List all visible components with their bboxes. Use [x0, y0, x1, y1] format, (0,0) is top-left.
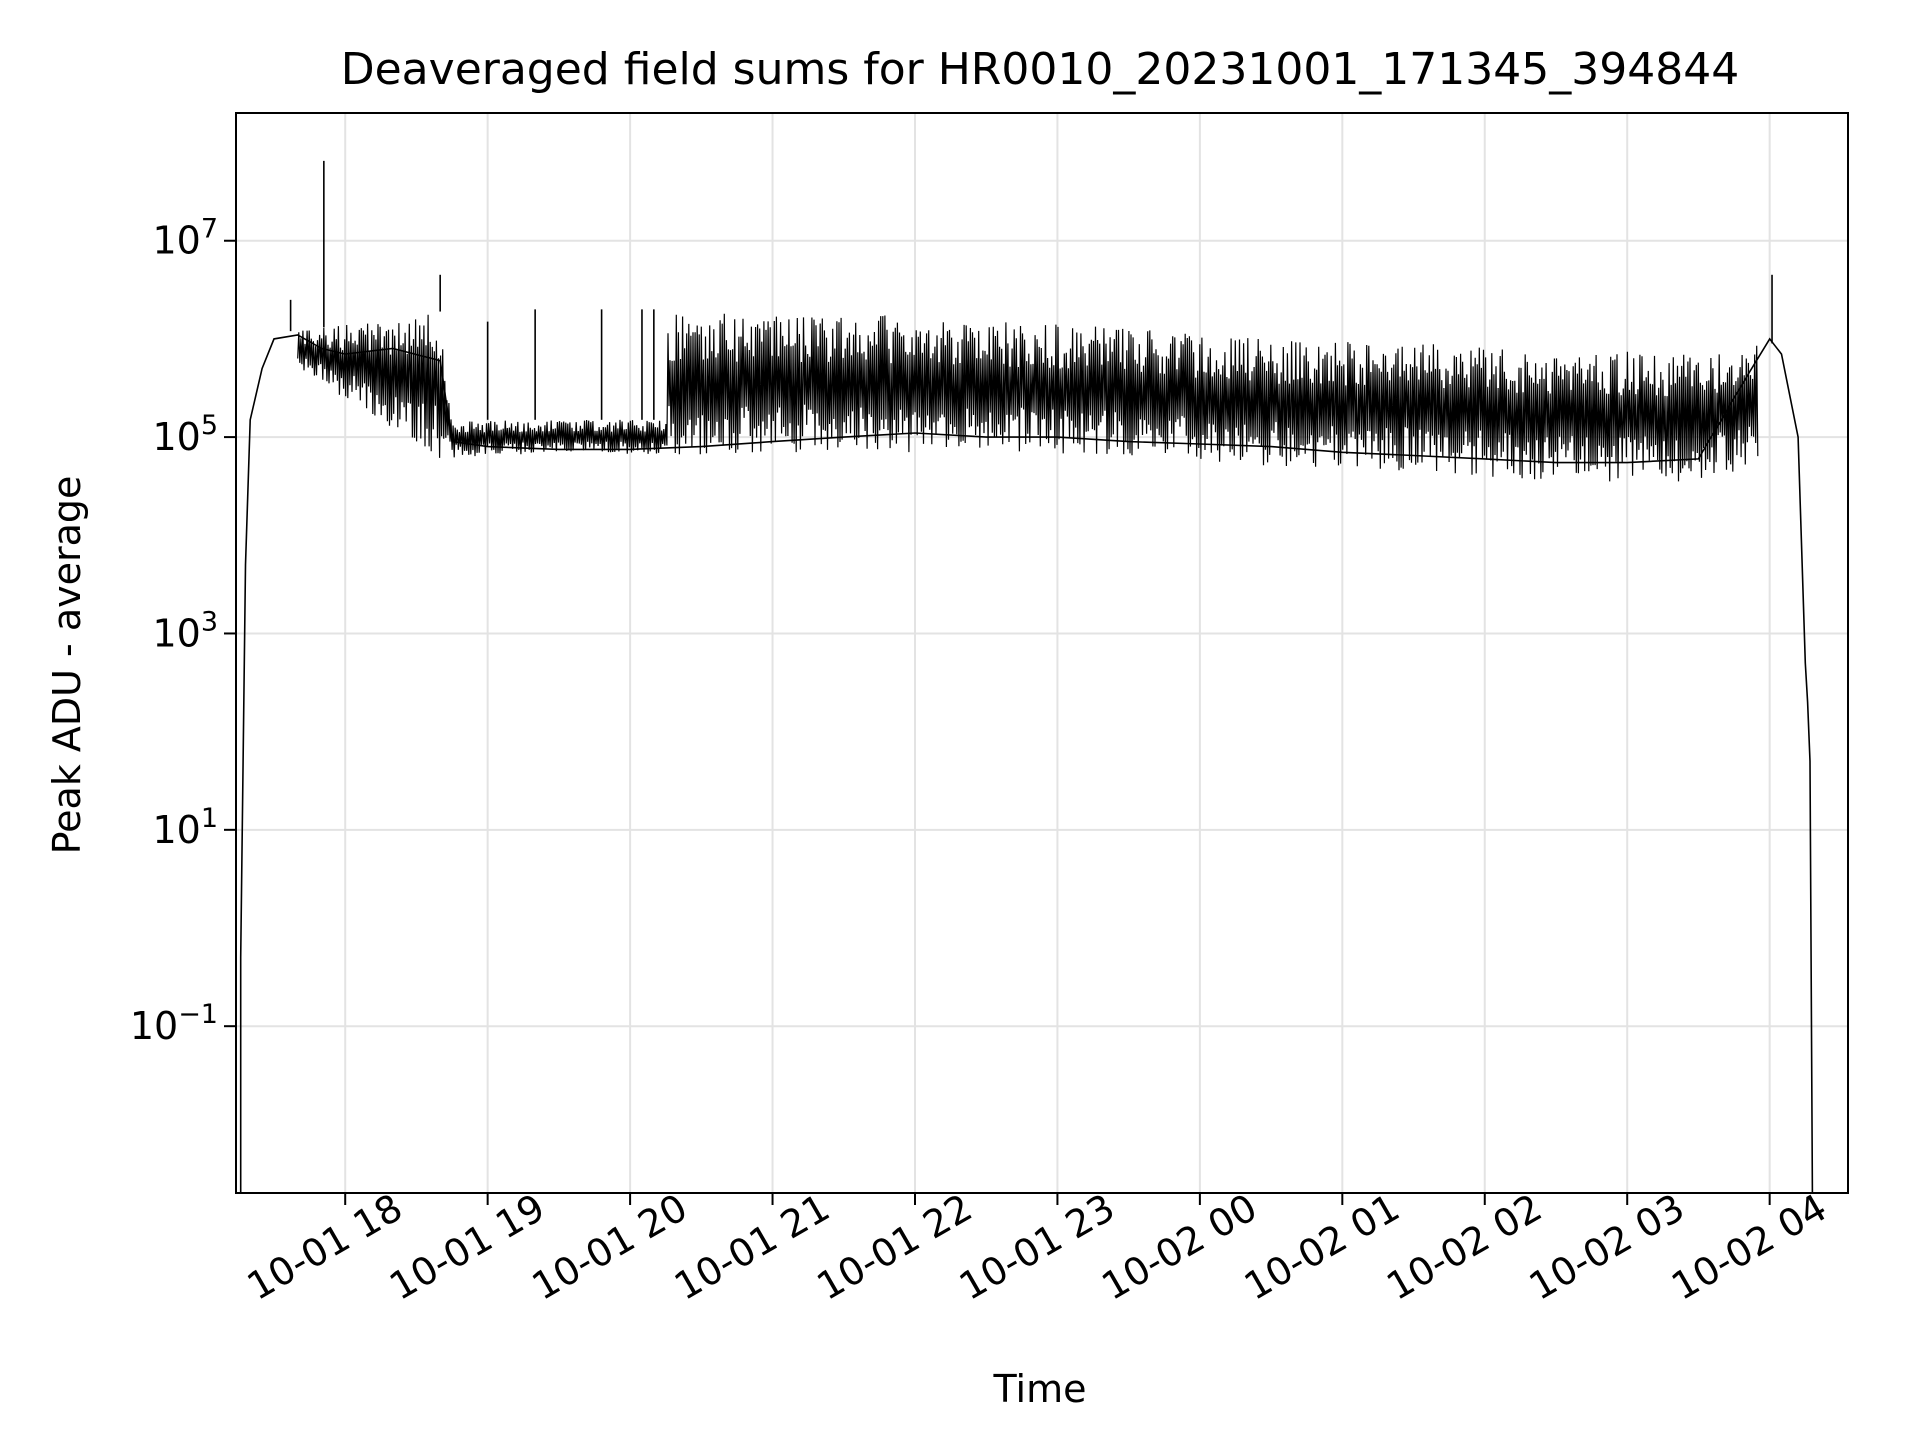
x-axis-label: Time: [993, 1367, 1087, 1411]
grid-lines: [236, 113, 1848, 1193]
chart-title: Deaveraged field sums for HR0010_2023100…: [341, 44, 1740, 95]
y-tick-label: 107: [152, 214, 218, 263]
y-axis-ticks: 10−1 101 103 105 107: [130, 214, 236, 1048]
data-series: [239, 160, 1814, 1194]
y-axis-label: Peak ADU - average: [45, 476, 89, 855]
plot-frame: [235, 112, 1849, 1194]
y-tick-label: 101: [152, 803, 218, 852]
series-noise-band: [297, 313, 1759, 482]
y-tick-label: 10−1: [130, 999, 218, 1048]
series-baseline-line: [239, 334, 1814, 1194]
y-tick-label: 105: [152, 410, 218, 459]
y-tick-label: 103: [152, 606, 218, 655]
